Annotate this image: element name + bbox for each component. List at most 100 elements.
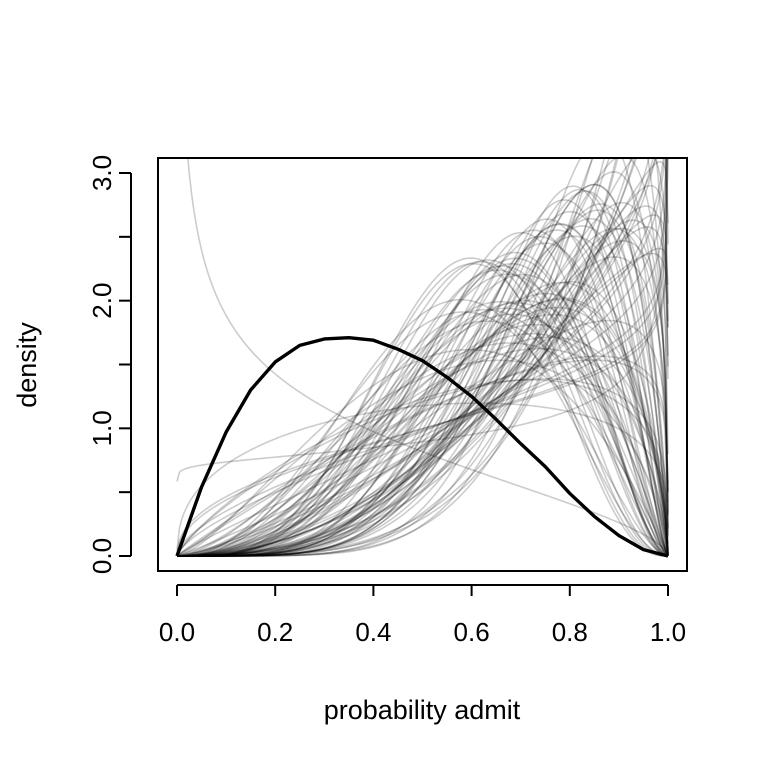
plot-frame xyxy=(157,157,688,572)
sample-density-line xyxy=(177,298,669,557)
sample-density-line xyxy=(176,378,669,557)
sample-density-line xyxy=(176,158,657,557)
sample-density-line xyxy=(177,158,638,557)
x-tick-label: 0.0 xyxy=(159,617,195,647)
sample-density-line xyxy=(176,158,667,557)
sample-density-line xyxy=(177,214,669,557)
sample-density-line xyxy=(177,158,669,557)
sample-density-line xyxy=(176,158,666,557)
sample-density-line xyxy=(176,313,669,557)
sample-density-line xyxy=(176,158,668,557)
sample-density-line xyxy=(177,259,669,557)
sample-density-line xyxy=(177,281,669,557)
sample-density-line xyxy=(177,273,669,557)
sample-density-line xyxy=(177,158,619,557)
sample-density-line xyxy=(176,158,668,556)
highlight-curve-group xyxy=(175,335,669,558)
sample-density-line xyxy=(176,158,668,557)
sample-density-line xyxy=(176,247,669,557)
sample-density-line xyxy=(177,242,669,557)
sample-density-line xyxy=(177,240,669,557)
x-axis: 0.0 0.2 0.4 0.6 0.8 1.0 xyxy=(159,584,686,647)
sample-density-line xyxy=(177,229,669,557)
sample-density-line xyxy=(177,265,669,557)
y-tick-label: 3.0 xyxy=(87,155,117,191)
sample-density-line xyxy=(176,320,669,557)
sample-density-line xyxy=(177,185,669,557)
sample-density-line xyxy=(177,158,669,557)
sample-density-line xyxy=(177,251,669,557)
sample-density-line xyxy=(177,292,669,557)
sample-density-line xyxy=(177,273,669,557)
sample-density-line xyxy=(177,158,669,557)
x-tick-label: 0.4 xyxy=(355,617,391,647)
y-tick-label: 2.0 xyxy=(87,283,117,319)
sample-density-line xyxy=(177,209,669,557)
sample-density-line xyxy=(177,158,669,557)
sample-density-line xyxy=(177,223,669,557)
sample-density-line xyxy=(177,257,669,557)
sample-density-line xyxy=(177,217,669,557)
sampled-density-curves xyxy=(176,158,669,557)
sample-density-line xyxy=(176,158,667,482)
sample-density-line xyxy=(176,336,669,557)
sample-density-line xyxy=(177,280,669,557)
x-axis-title: probability admit xyxy=(324,695,521,725)
sample-density-line xyxy=(177,222,669,557)
sample-density-line xyxy=(177,235,669,557)
sample-density-line xyxy=(177,299,669,557)
sample-density-line xyxy=(177,226,669,557)
sample-density-line xyxy=(176,158,665,557)
sample-density-line xyxy=(177,262,669,557)
sample-density-line xyxy=(176,379,669,557)
sample-density-line xyxy=(176,402,669,551)
sample-density-line xyxy=(176,313,669,557)
sample-density-line xyxy=(177,160,669,557)
sample-density-line xyxy=(176,355,669,557)
sample-density-line xyxy=(177,231,669,557)
sample-density-line xyxy=(177,227,669,557)
sample-density-line xyxy=(177,300,669,557)
sample-density-line xyxy=(177,183,669,557)
sample-density-line xyxy=(177,269,669,557)
sample-density-line xyxy=(176,158,654,557)
sample-density-line xyxy=(177,218,669,557)
sample-density-line xyxy=(177,298,669,557)
sample-density-line xyxy=(177,302,669,557)
sample-density-line xyxy=(177,235,669,557)
sample-density-line xyxy=(176,323,669,557)
sample-density-line xyxy=(176,332,669,557)
sample-density-line xyxy=(177,225,669,557)
sample-density-line xyxy=(177,203,669,557)
sample-density-line xyxy=(177,188,669,557)
sample-density-line xyxy=(177,210,669,557)
sample-density-line xyxy=(177,158,632,557)
sample-density-line xyxy=(176,347,669,557)
sample-density-line xyxy=(177,183,669,557)
y-tick-label: 1.0 xyxy=(87,410,117,446)
sample-density-line xyxy=(177,171,669,557)
sample-density-line xyxy=(177,205,669,557)
sample-density-line xyxy=(177,158,669,557)
sample-density-line xyxy=(177,227,669,557)
sample-density-line xyxy=(176,158,669,554)
sample-density-line xyxy=(176,308,669,557)
x-tick-label: 0.2 xyxy=(257,617,293,647)
sample-density-line xyxy=(177,260,669,557)
sample-density-line xyxy=(177,158,669,557)
y-tick-label: 0.0 xyxy=(87,538,117,574)
sample-density-line xyxy=(177,199,669,557)
sample-density-line xyxy=(177,184,669,557)
highlight-density-line xyxy=(175,335,669,558)
x-tick-label: 0.8 xyxy=(552,617,588,647)
sample-density-line xyxy=(177,201,669,557)
sample-density-line xyxy=(176,311,669,557)
sample-density-line xyxy=(177,307,669,557)
sample-density-line xyxy=(176,359,669,557)
sample-density-line xyxy=(177,262,669,557)
sample-density-line xyxy=(177,257,669,557)
sample-density-line xyxy=(176,306,669,557)
sample-density-line xyxy=(176,359,669,557)
sample-density-line xyxy=(176,158,657,557)
